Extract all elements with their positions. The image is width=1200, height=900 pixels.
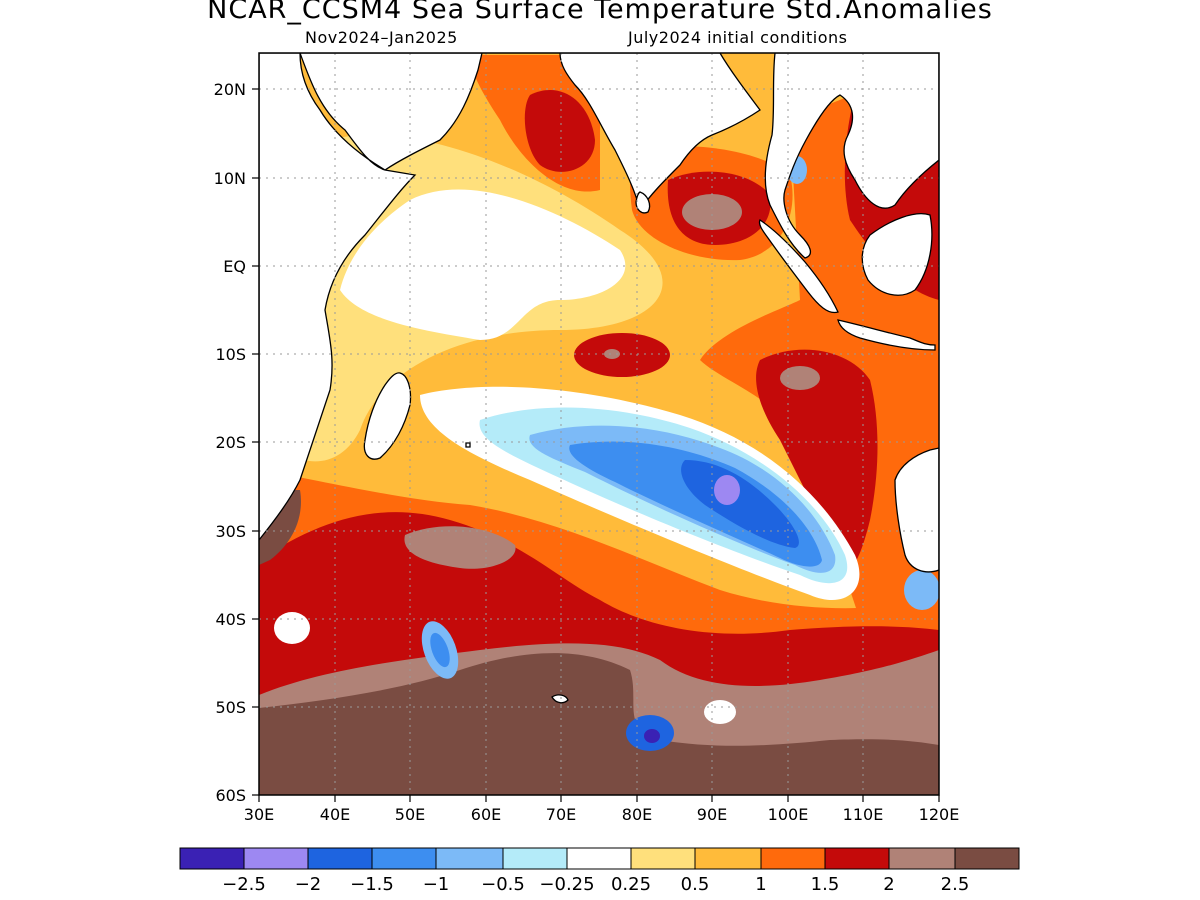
colorbar-swatch [760,847,826,870]
lat-label-10s: 10S [215,345,246,364]
field-coldspot-45s-core [430,632,450,668]
lat-axis: 20N 10N EQ 10S 20S 30S 40S 50S 60S [214,80,259,805]
colorbar-swatch [307,847,373,870]
colorbar-label: −2 [295,874,322,895]
lat-label-20s: 20S [215,433,246,452]
map-title: NCAR_CCSM4 Sea Surface Temperature Std.A… [207,0,993,25]
colorbar-swatch [435,847,504,870]
colorbar-swatch [954,847,1020,870]
colorbar-swatch [371,847,437,870]
lon-label-40e: 40E [320,805,350,824]
field-brown-east [780,366,820,390]
land-mauritius [465,442,471,448]
lat-label-40s: 40S [215,610,246,629]
field-brown-south-west [404,526,516,569]
colorbar-label: −1 [423,874,450,895]
colorbar-label: 2 [883,874,894,895]
lat-label-30s: 30S [215,522,246,541]
colorbar: −2.5 −2 −1.5 −1 −0.5 −0.25 0.25 0.5 1 1.… [179,847,1020,895]
land-kerguelen [551,694,569,704]
field-white-west [340,189,626,340]
anomaly-field [259,53,939,795]
field-darkbrown-south [259,653,939,795]
initial-conditions: July2024 initial conditions [628,28,848,47]
field-whitespot-51s [704,700,736,724]
land-southeast-asia [764,53,939,259]
field-coldspot-australia [904,570,939,610]
colorbar-swatch [824,847,890,870]
colorbar-swatch [630,847,696,870]
field-whitespot-40s [274,612,310,644]
lon-axis: 30E 40E 50E 60E 70E 80E 90E 100E 110E 12… [244,795,960,824]
colorbar-swatch [888,847,956,870]
colorbar-label: 1.5 [811,874,840,895]
field-darkred-central [574,333,670,377]
colorbar-label: 2.5 [941,874,970,895]
lat-label-eq: EQ [223,257,246,276]
lon-label-120e: 120E [919,805,960,824]
forecast-period: Nov2024–Jan2025 [305,28,458,47]
lon-label-90e: 90E [697,805,727,824]
colorbar-swatch [179,847,245,870]
land-india [559,53,761,212]
field-darkred-arabian-sea [524,90,595,172]
colorbar-label: 1 [755,874,766,895]
lon-label-30e: 30E [244,805,274,824]
colorbar-label: −1.5 [350,874,394,895]
lon-label-70e: 70E [546,805,576,824]
lon-label-60e: 60E [471,805,501,824]
land-africa-arabia [259,53,483,542]
lat-label-10n: 10N [214,169,246,188]
colorbar-label: 0.25 [611,874,651,895]
colorbar-label: −2.5 [222,874,266,895]
field-darkblue-band [681,460,799,548]
field-brown-bay-of-bengal [682,194,742,230]
land-borneo [861,213,933,296]
land-java [837,319,936,351]
lon-label-100e: 100E [768,805,809,824]
lat-label-50s: 50S [215,698,246,717]
colorbar-swatch [243,847,309,870]
gridlines [259,53,939,795]
map-frame [258,52,940,796]
land-sri-lanka [635,191,651,214]
lon-label-110e: 110E [843,805,884,824]
land-madagascar [363,372,412,460]
lon-label-80e: 80E [622,805,652,824]
field-darkred-east-mid [756,349,878,568]
lon-label-50e: 50E [395,805,425,824]
colorbar-label: 0.5 [681,874,710,895]
colorbar-label: −0.5 [481,874,525,895]
field-violet-band [714,475,740,505]
colorbar-swatch [694,847,762,870]
land-australia [894,447,939,573]
colorbar-label: −0.25 [539,874,594,895]
colorbar-swatch [502,847,568,870]
lat-label-60s: 60S [215,786,246,805]
lat-label-20n: 20N [214,80,246,99]
field-coldspot-53s-core [644,729,660,743]
field-brown-central [604,349,620,359]
colorbar-swatch [566,847,632,870]
